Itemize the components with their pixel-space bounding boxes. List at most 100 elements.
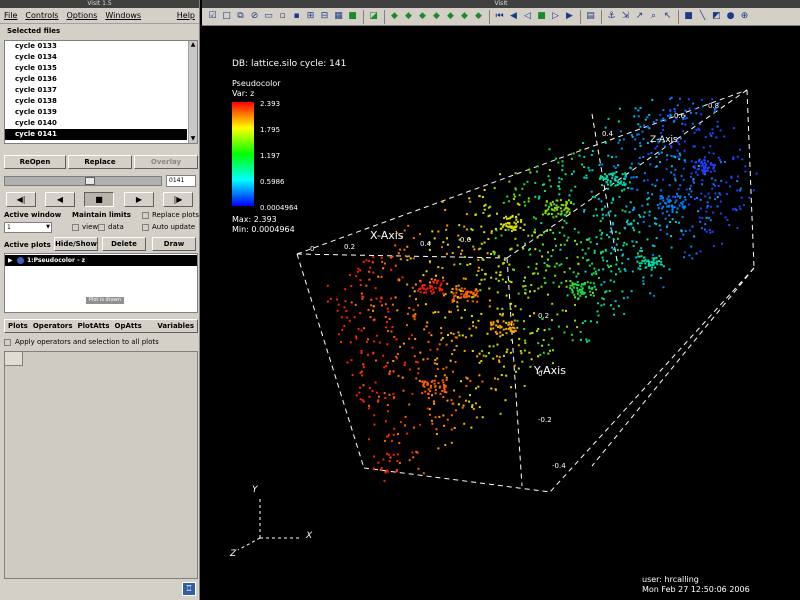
particle: [639, 265, 642, 267]
layout-3x3-icon[interactable]: ▦: [334, 11, 343, 21]
particle: [426, 407, 429, 410]
play-button[interactable]: ▶: [124, 192, 154, 207]
time-slider-thumb[interactable]: [85, 177, 96, 185]
play-icon[interactable]: ▶: [566, 11, 573, 21]
particle: [659, 202, 662, 205]
scroll-down-icon[interactable]: ▼: [190, 135, 196, 142]
apply-all-checkbox[interactable]: [4, 338, 11, 346]
particle: [388, 373, 391, 376]
particle: [430, 380, 433, 383]
step-back-icon[interactable]: ◁: [524, 11, 531, 21]
particle: [576, 287, 579, 290]
file-item-selected[interactable]: cycle 0141: [5, 129, 187, 140]
file-item[interactable]: cycle 0136: [15, 75, 57, 83]
zone-pick-icon[interactable]: ↖: [663, 11, 672, 21]
maintain-data-checkbox[interactable]: [98, 224, 105, 231]
plot-icon[interactable]: ◪: [369, 11, 378, 21]
file-item[interactable]: cycle 0135: [15, 64, 57, 72]
file-item[interactable]: cycle 0134: [15, 53, 57, 61]
delete-window-icon[interactable]: ⊘: [250, 11, 259, 21]
cycle-input[interactable]: 0141: [166, 175, 196, 187]
new-window-icon[interactable]: □: [222, 11, 231, 21]
menu-options[interactable]: Options: [66, 11, 98, 20]
particle: [724, 216, 727, 219]
menu-file[interactable]: File: [4, 11, 18, 20]
toolbar-green-icon-7[interactable]: ◆: [475, 11, 482, 21]
file-item[interactable]: cycle 0140: [15, 119, 57, 127]
particle: [593, 251, 596, 254]
point-tool-icon[interactable]: ⊕: [740, 11, 749, 21]
menu-controls[interactable]: Controls: [25, 11, 59, 20]
layout-1x1-icon[interactable]: ▫: [279, 11, 286, 21]
file-item[interactable]: cycle 0133: [15, 42, 57, 50]
file-item[interactable]: cycle 0139: [15, 108, 57, 116]
particle: [435, 433, 438, 435]
stop-button[interactable]: ■: [84, 192, 114, 207]
file-list-scrollbar[interactable]: ▲ ▼: [188, 41, 197, 143]
lineout-icon[interactable]: ↗: [635, 11, 644, 21]
maintain-view-checkbox[interactable]: [72, 224, 79, 231]
active-window-select[interactable]: 1 ▼: [4, 222, 52, 233]
layout-2x3-icon[interactable]: ⊟: [320, 11, 329, 21]
file-item[interactable]: cycle 0138: [15, 97, 57, 105]
plane-tool-icon[interactable]: ◩: [712, 11, 721, 21]
toolbar-green-icon-3[interactable]: ◆: [419, 11, 426, 21]
auto-update-checkbox[interactable]: [142, 224, 149, 231]
hide-show-button[interactable]: Hide/Show: [54, 237, 98, 251]
save-image-icon[interactable]: ▤: [586, 11, 595, 21]
toolbar-green-icon-5[interactable]: ◆: [447, 11, 454, 21]
menu-operators[interactable]: Operators: [32, 322, 73, 330]
pick-icon[interactable]: ⌕: [650, 11, 657, 21]
reopen-button[interactable]: ReOpen: [4, 155, 66, 169]
particle: [429, 287, 432, 290]
delete-button[interactable]: Delete: [102, 237, 146, 251]
step-forward-icon[interactable]: ▷: [552, 11, 559, 21]
skip-forward-button[interactable]: |▶: [163, 192, 193, 207]
navigate-icon[interactable]: ⚓: [607, 11, 616, 21]
clone-window-icon[interactable]: ⧉: [237, 11, 244, 21]
particle: [691, 257, 694, 260]
box-tool-icon[interactable]: ■: [684, 11, 693, 21]
draw-button[interactable]: Draw: [152, 237, 196, 251]
plot-list-item[interactable]: ▶ 1:Pseudocolor - z: [5, 255, 197, 266]
selected-files-list[interactable]: cycle 0133 cycle 0134 cycle 0135 cycle 0…: [4, 40, 198, 144]
menu-variables[interactable]: Variables: [157, 322, 194, 330]
checkbox-icon[interactable]: ☑: [208, 11, 217, 21]
particle: [651, 183, 654, 186]
layout-1x2-icon[interactable]: ▪: [293, 11, 300, 21]
expand-arrow-icon[interactable]: ▶: [8, 257, 13, 264]
toolbar-green-icon-6[interactable]: ◆: [461, 11, 468, 21]
scroll-up-icon[interactable]: ▲: [190, 41, 196, 48]
menu-help[interactable]: Help: [176, 11, 195, 20]
play-back-button[interactable]: ◀: [45, 192, 75, 207]
layout-2x2-icon[interactable]: ⊞: [306, 11, 315, 21]
menu-plotatts[interactable]: PlotAtts: [77, 322, 110, 330]
cube-icon[interactable]: ■: [348, 11, 357, 21]
skip-back-icon[interactable]: ⏮: [495, 11, 504, 21]
replace-plots-checkbox[interactable]: [142, 212, 149, 219]
overlay-button[interactable]: Overlay: [134, 155, 198, 169]
render-area[interactable]: DB: lattice.silo cycle: 141 Pseudocolor …: [202, 26, 800, 600]
particle: [657, 138, 660, 141]
toolbar-green-icon-1[interactable]: ◆: [391, 11, 398, 21]
file-item[interactable]: cycle 0137: [15, 86, 57, 94]
toolbar-green-icon-4[interactable]: ◆: [433, 11, 440, 21]
toolbar-green-icon-2[interactable]: ◆: [405, 11, 412, 21]
menu-plots[interactable]: Plots: [8, 322, 28, 330]
play-back-icon[interactable]: ◀: [510, 11, 517, 21]
zoom-icon[interactable]: ⇲: [621, 11, 630, 21]
stop-icon[interactable]: ■: [537, 11, 546, 21]
sphere-tool-icon[interactable]: ●: [726, 11, 735, 21]
particle: [614, 214, 617, 217]
skip-back-button[interactable]: ◀|: [6, 192, 36, 207]
time-slider[interactable]: [4, 176, 162, 186]
operator-tab[interactable]: [5, 352, 23, 366]
menu-windows[interactable]: Windows: [105, 11, 142, 20]
clear-window-icon[interactable]: ▭: [264, 11, 273, 21]
particle: [597, 302, 600, 305]
line-tool-icon[interactable]: ╲: [699, 11, 706, 21]
active-plots-list[interactable]: ▶ 1:Pseudocolor - z Plot is drawn: [4, 253, 198, 313]
menu-opatts[interactable]: OpAtts: [114, 322, 142, 330]
visit-logo-icon[interactable]: ♖: [182, 582, 196, 596]
replace-button[interactable]: Replace: [68, 155, 132, 169]
